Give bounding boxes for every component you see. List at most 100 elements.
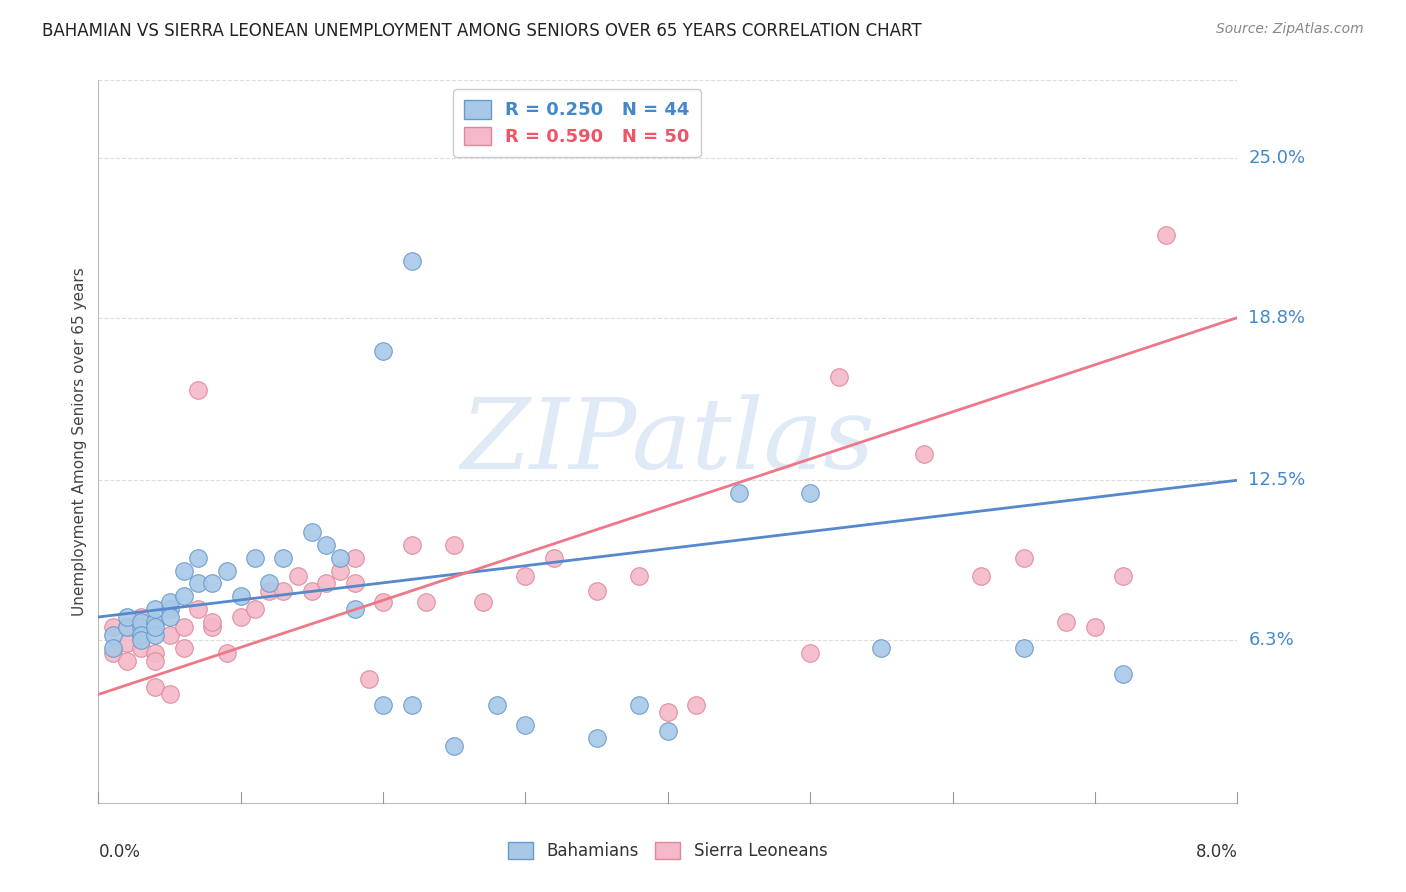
Point — [401, 254, 423, 268]
Point — [187, 550, 209, 565]
Point — [145, 646, 167, 660]
Point — [229, 590, 252, 604]
Point — [173, 620, 195, 634]
Point — [443, 538, 465, 552]
Point — [101, 628, 124, 642]
Point — [159, 628, 181, 642]
Point — [159, 610, 181, 624]
Point — [799, 486, 821, 500]
Point — [828, 370, 851, 384]
Point — [101, 620, 124, 634]
Point — [287, 568, 309, 582]
Text: 25.0%: 25.0% — [1249, 149, 1306, 167]
Point — [799, 646, 821, 660]
Legend: Bahamians, Sierra Leoneans: Bahamians, Sierra Leoneans — [502, 835, 834, 867]
Point — [329, 550, 352, 565]
Point — [301, 524, 323, 539]
Point — [101, 640, 124, 655]
Point — [115, 636, 138, 650]
Point — [371, 344, 394, 359]
Text: 12.5%: 12.5% — [1249, 471, 1306, 489]
Point — [870, 640, 893, 655]
Point — [401, 538, 423, 552]
Point — [1012, 640, 1035, 655]
Point — [173, 640, 195, 655]
Point — [215, 564, 238, 578]
Point — [129, 610, 152, 624]
Point — [145, 602, 167, 616]
Point — [259, 576, 281, 591]
Point — [173, 564, 195, 578]
Point — [443, 739, 465, 753]
Point — [129, 615, 152, 630]
Point — [129, 633, 152, 648]
Point — [145, 615, 167, 630]
Point — [145, 628, 167, 642]
Point — [1084, 620, 1107, 634]
Point — [129, 640, 152, 655]
Point — [273, 584, 295, 599]
Point — [1112, 666, 1135, 681]
Text: 0.0%: 0.0% — [98, 843, 141, 861]
Point — [159, 602, 181, 616]
Point — [543, 550, 565, 565]
Point — [685, 698, 707, 712]
Point — [315, 576, 337, 591]
Point — [343, 602, 366, 616]
Point — [515, 568, 537, 582]
Text: 6.3%: 6.3% — [1249, 632, 1294, 649]
Point — [486, 698, 509, 712]
Point — [187, 602, 209, 616]
Point — [415, 594, 437, 608]
Point — [159, 687, 181, 701]
Point — [657, 706, 679, 720]
Y-axis label: Unemployment Among Seniors over 65 years: Unemployment Among Seniors over 65 years — [72, 268, 87, 615]
Point — [585, 731, 607, 746]
Point — [243, 550, 266, 565]
Point — [585, 584, 607, 599]
Point — [115, 620, 138, 634]
Point — [628, 698, 651, 712]
Point — [912, 447, 935, 461]
Point — [243, 602, 266, 616]
Point — [329, 564, 352, 578]
Point — [628, 568, 651, 582]
Point — [1012, 550, 1035, 565]
Point — [259, 584, 281, 599]
Point — [229, 610, 252, 624]
Point — [343, 576, 366, 591]
Point — [201, 615, 224, 630]
Point — [401, 698, 423, 712]
Point — [129, 628, 152, 642]
Point — [159, 594, 181, 608]
Point — [1112, 568, 1135, 582]
Text: Source: ZipAtlas.com: Source: ZipAtlas.com — [1216, 22, 1364, 37]
Point — [357, 672, 380, 686]
Point — [315, 538, 337, 552]
Point — [187, 383, 209, 397]
Point — [145, 654, 167, 668]
Text: 8.0%: 8.0% — [1195, 843, 1237, 861]
Point — [101, 646, 124, 660]
Point — [145, 620, 167, 634]
Point — [173, 590, 195, 604]
Point — [371, 594, 394, 608]
Point — [145, 680, 167, 694]
Point — [1056, 615, 1078, 630]
Point — [115, 610, 138, 624]
Point — [371, 698, 394, 712]
Point — [728, 486, 751, 500]
Point — [201, 620, 224, 634]
Point — [187, 576, 209, 591]
Text: ZIPatlas: ZIPatlas — [461, 394, 875, 489]
Point — [215, 646, 238, 660]
Point — [273, 550, 295, 565]
Point — [970, 568, 993, 582]
Point — [343, 550, 366, 565]
Text: 18.8%: 18.8% — [1249, 309, 1305, 326]
Point — [657, 723, 679, 738]
Point — [129, 620, 152, 634]
Point — [115, 654, 138, 668]
Point — [115, 620, 138, 634]
Point — [515, 718, 537, 732]
